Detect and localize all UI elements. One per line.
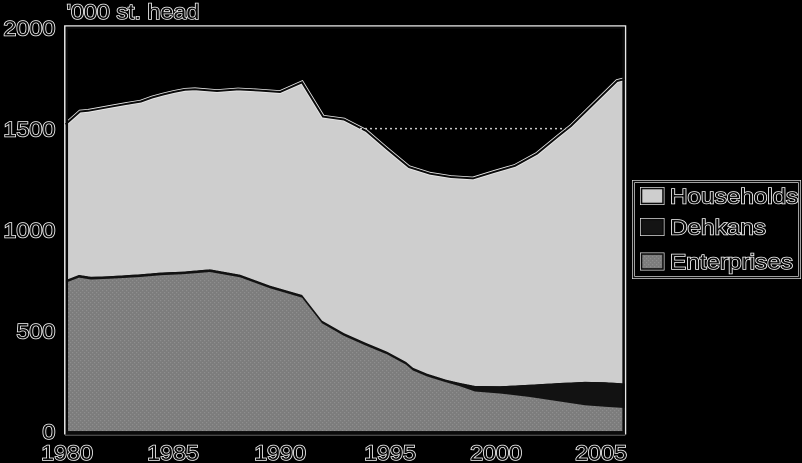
svg-text:Households: Households <box>670 184 798 208</box>
svg-text:1990: 1990 <box>254 441 306 463</box>
svg-text:Dehkans: Dehkans <box>670 215 766 239</box>
svg-text:Enterprises: Enterprises <box>670 249 793 273</box>
svg-text:1500: 1500 <box>3 117 55 141</box>
svg-text:1980: 1980 <box>41 441 93 463</box>
svg-text:1995: 1995 <box>364 441 416 463</box>
svg-text:2000: 2000 <box>3 16 55 40</box>
svg-text:1985: 1985 <box>147 441 199 463</box>
svg-text:500: 500 <box>16 319 55 343</box>
svg-text:2000: 2000 <box>470 441 522 463</box>
svg-text:2005: 2005 <box>575 441 627 463</box>
svg-text:1000: 1000 <box>3 218 55 242</box>
svg-text:0: 0 <box>42 420 55 444</box>
svg-text:'000 st. head: '000 st. head <box>67 0 200 24</box>
